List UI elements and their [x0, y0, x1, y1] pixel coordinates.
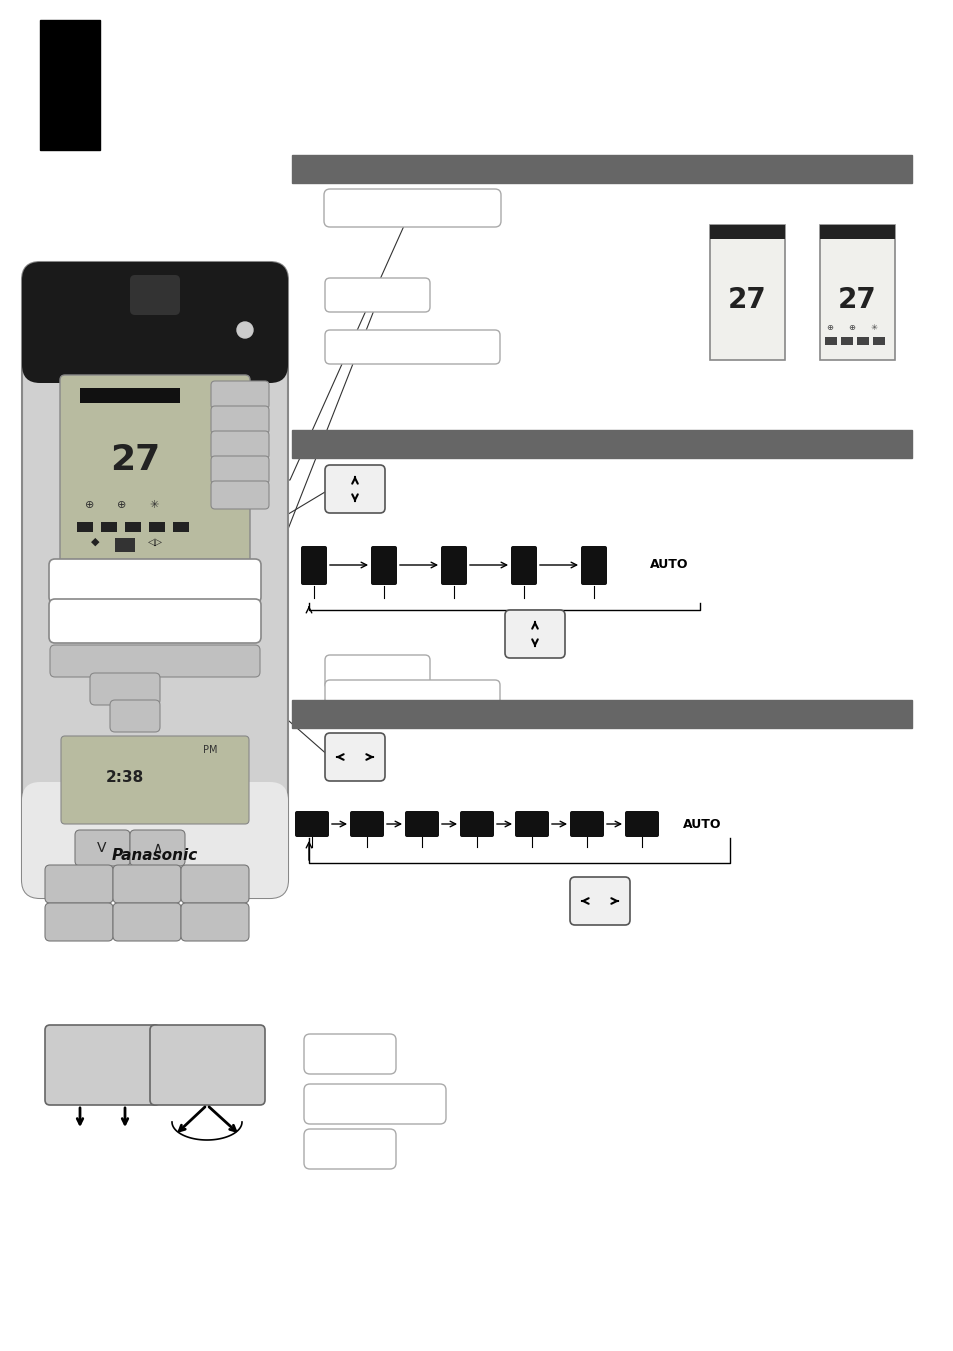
FancyBboxPatch shape	[49, 559, 261, 603]
Text: Panasonic: Panasonic	[112, 847, 198, 862]
Text: PM: PM	[203, 744, 217, 755]
FancyBboxPatch shape	[569, 811, 603, 838]
FancyBboxPatch shape	[49, 598, 261, 643]
FancyBboxPatch shape	[325, 655, 430, 689]
Text: ◁▷: ◁▷	[148, 536, 162, 547]
Text: ⊕: ⊕	[825, 323, 833, 331]
Bar	[77, 521, 92, 532]
FancyBboxPatch shape	[22, 782, 288, 898]
FancyBboxPatch shape	[624, 811, 659, 838]
Bar	[292, 430, 911, 458]
Bar	[709, 226, 784, 239]
FancyBboxPatch shape	[371, 546, 396, 585]
FancyBboxPatch shape	[112, 902, 181, 942]
FancyBboxPatch shape	[504, 611, 564, 658]
FancyBboxPatch shape	[22, 262, 288, 382]
FancyBboxPatch shape	[515, 811, 548, 838]
Bar	[292, 155, 911, 182]
FancyBboxPatch shape	[75, 830, 130, 866]
Text: ∧: ∧	[152, 842, 162, 855]
Bar	[40, 800, 270, 840]
FancyBboxPatch shape	[181, 865, 249, 902]
FancyBboxPatch shape	[569, 877, 629, 925]
FancyBboxPatch shape	[211, 431, 269, 459]
Text: ✳: ✳	[869, 323, 877, 331]
Bar	[125, 521, 141, 532]
Bar	[709, 226, 784, 359]
FancyBboxPatch shape	[325, 278, 430, 312]
FancyBboxPatch shape	[325, 680, 499, 713]
FancyBboxPatch shape	[440, 546, 467, 585]
Bar	[172, 521, 189, 532]
Text: V: V	[97, 842, 107, 855]
FancyBboxPatch shape	[511, 546, 537, 585]
FancyBboxPatch shape	[304, 1129, 395, 1169]
FancyBboxPatch shape	[294, 811, 329, 838]
FancyBboxPatch shape	[110, 700, 160, 732]
Bar	[149, 521, 165, 532]
FancyBboxPatch shape	[130, 276, 180, 315]
Bar	[841, 336, 852, 345]
Text: ⊕: ⊕	[85, 500, 94, 509]
FancyBboxPatch shape	[61, 736, 249, 824]
Bar	[872, 336, 884, 345]
Bar	[856, 336, 868, 345]
FancyBboxPatch shape	[324, 189, 500, 227]
Text: ✳: ✳	[150, 500, 158, 509]
FancyBboxPatch shape	[150, 1025, 265, 1105]
Bar	[820, 226, 894, 359]
Text: ◆: ◆	[91, 536, 99, 547]
Text: AUTO: AUTO	[682, 817, 720, 831]
FancyBboxPatch shape	[211, 457, 269, 484]
Bar	[80, 388, 180, 403]
Bar	[292, 700, 911, 728]
FancyBboxPatch shape	[325, 330, 499, 363]
FancyBboxPatch shape	[211, 381, 269, 409]
FancyBboxPatch shape	[325, 465, 385, 513]
FancyBboxPatch shape	[50, 644, 260, 677]
FancyBboxPatch shape	[181, 902, 249, 942]
Bar	[115, 538, 135, 553]
Bar	[101, 521, 117, 532]
Text: ⊕: ⊕	[847, 323, 855, 331]
FancyBboxPatch shape	[45, 902, 112, 942]
Text: 27: 27	[727, 286, 765, 313]
FancyBboxPatch shape	[405, 811, 438, 838]
Bar	[40, 20, 100, 150]
Text: ⊕: ⊕	[117, 500, 127, 509]
FancyBboxPatch shape	[130, 830, 185, 866]
FancyBboxPatch shape	[112, 865, 181, 902]
FancyBboxPatch shape	[325, 734, 385, 781]
Bar	[820, 226, 894, 239]
Bar	[824, 336, 836, 345]
FancyBboxPatch shape	[304, 1084, 446, 1124]
FancyBboxPatch shape	[301, 546, 327, 585]
FancyBboxPatch shape	[211, 481, 269, 509]
FancyBboxPatch shape	[45, 1025, 160, 1105]
FancyBboxPatch shape	[22, 262, 288, 898]
FancyBboxPatch shape	[580, 546, 606, 585]
FancyBboxPatch shape	[90, 673, 160, 705]
Text: 27: 27	[110, 443, 160, 477]
FancyBboxPatch shape	[459, 811, 494, 838]
FancyBboxPatch shape	[304, 1034, 395, 1074]
FancyBboxPatch shape	[45, 865, 112, 902]
FancyBboxPatch shape	[211, 407, 269, 434]
FancyBboxPatch shape	[350, 811, 384, 838]
Text: 2:38: 2:38	[106, 770, 144, 785]
Bar	[40, 320, 270, 365]
FancyBboxPatch shape	[60, 376, 250, 565]
Circle shape	[236, 322, 253, 338]
Text: 27: 27	[837, 286, 876, 313]
Text: AUTO: AUTO	[649, 558, 688, 571]
